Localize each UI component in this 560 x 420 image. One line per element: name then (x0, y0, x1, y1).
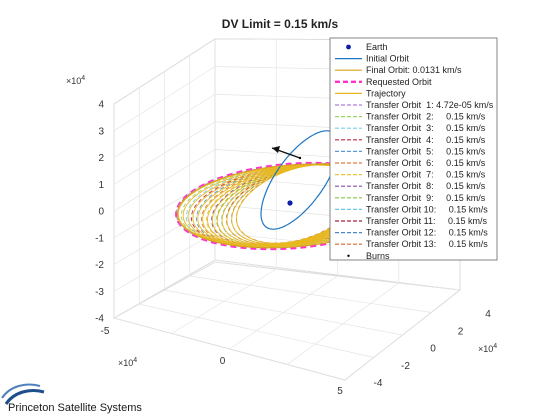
burn-point (298, 156, 302, 160)
legend-label-10: Transfer Orbit 6: 0.15 km/s (366, 158, 486, 168)
y-tick-label: 0 (430, 344, 436, 355)
legend-label-5: Transfer Orbit 1: 4.72e-05 km/s (366, 100, 494, 110)
z-tick-label: -4 (95, 314, 104, 325)
grid-floor-a3 (287, 282, 399, 365)
x-tick-label: 5 (337, 386, 343, 397)
z-tick-label: -3 (95, 287, 104, 298)
legend-label-11: Transfer Orbit 7: 0.15 km/s (366, 170, 486, 180)
legend-marker-burns (347, 254, 350, 257)
legend-label-6: Transfer Orbit 2: 0.15 km/s (366, 112, 486, 122)
legend-label-15: Transfer Orbit 11: 0.15 km/s (366, 216, 488, 226)
legend-label-7: Transfer Orbit 3: 0.15 km/s (366, 123, 486, 133)
legend-label-13: Transfer Orbit 9: 0.15 km/s (366, 193, 486, 203)
y-tick-label: -2 (401, 361, 410, 372)
legend-marker-earth (346, 44, 351, 50)
y-tick-label: 2 (458, 326, 464, 337)
z-tick-label: -1 (95, 233, 104, 244)
z-tick-label: 3 (98, 126, 104, 137)
legend-label-1: Initial Orbit (366, 54, 410, 64)
x-tick-label: -5 (101, 326, 110, 337)
z-tick-label: -2 (95, 260, 104, 271)
y-tick-label: 4 (485, 309, 491, 320)
legend-label-4: Trajectory (366, 88, 406, 98)
grid-floor-b2 (164, 289, 403, 336)
z-tick-label: 1 (98, 180, 104, 191)
z-tick-label: 4 (98, 100, 104, 111)
tick-labels: -4 -3 -2 -1 0 1 2 3 4 -5 0 5 -4 -2 0 2 4 ×104 ×104 ×104 (66, 75, 497, 397)
legend-label-8: Transfer Orbit 4: 0.15 km/s (366, 135, 486, 145)
logo-swoosh-2 (1, 383, 41, 399)
legend-label-17: Transfer Orbit 13: 0.15 km/s (366, 239, 488, 249)
x-tick-label: 0 (220, 356, 226, 367)
legend-label-2: Final Orbit: 0.0131 km/s (366, 65, 462, 75)
company-logo: Princeton Satellite Systems (1, 383, 142, 414)
legend-label-3: Requested Orbit (366, 77, 432, 87)
legend-label-14: Transfer Orbit 10: 0.15 km/s (366, 204, 488, 214)
z-tick-label: 2 (98, 153, 104, 164)
legend-label-0: Earth (366, 42, 388, 52)
x-exponent-label: ×104 (118, 357, 137, 368)
z-tick-label: 0 (98, 207, 104, 218)
y-exponent-label: ×104 (478, 343, 497, 354)
legend-label-12: Transfer Orbit 8: 0.15 km/s (366, 181, 486, 191)
z-exponent-label: ×104 (66, 75, 85, 86)
logo-text: Princeton Satellite Systems (8, 402, 142, 414)
legend-label-18: Burns (366, 251, 390, 261)
legend-label-16: Transfer Orbit 12: 0.15 km/s (366, 228, 488, 238)
grid-floor-a4 (344, 289, 461, 381)
y-tick-label: -4 (374, 378, 383, 389)
legend-box (329, 37, 498, 261)
grid-floor-b4 (214, 261, 461, 291)
legend-label-9: Transfer Orbit 5: 0.15 km/s (366, 146, 486, 156)
burn-arrowhead (272, 146, 280, 153)
earth-marker (287, 200, 293, 206)
chart-title: DV Limit = 0.15 km/s (222, 17, 339, 31)
transfer-orbit-9 (216, 163, 375, 247)
logo-swoosh (4, 389, 45, 405)
grid-floor-b3 (189, 275, 432, 313)
